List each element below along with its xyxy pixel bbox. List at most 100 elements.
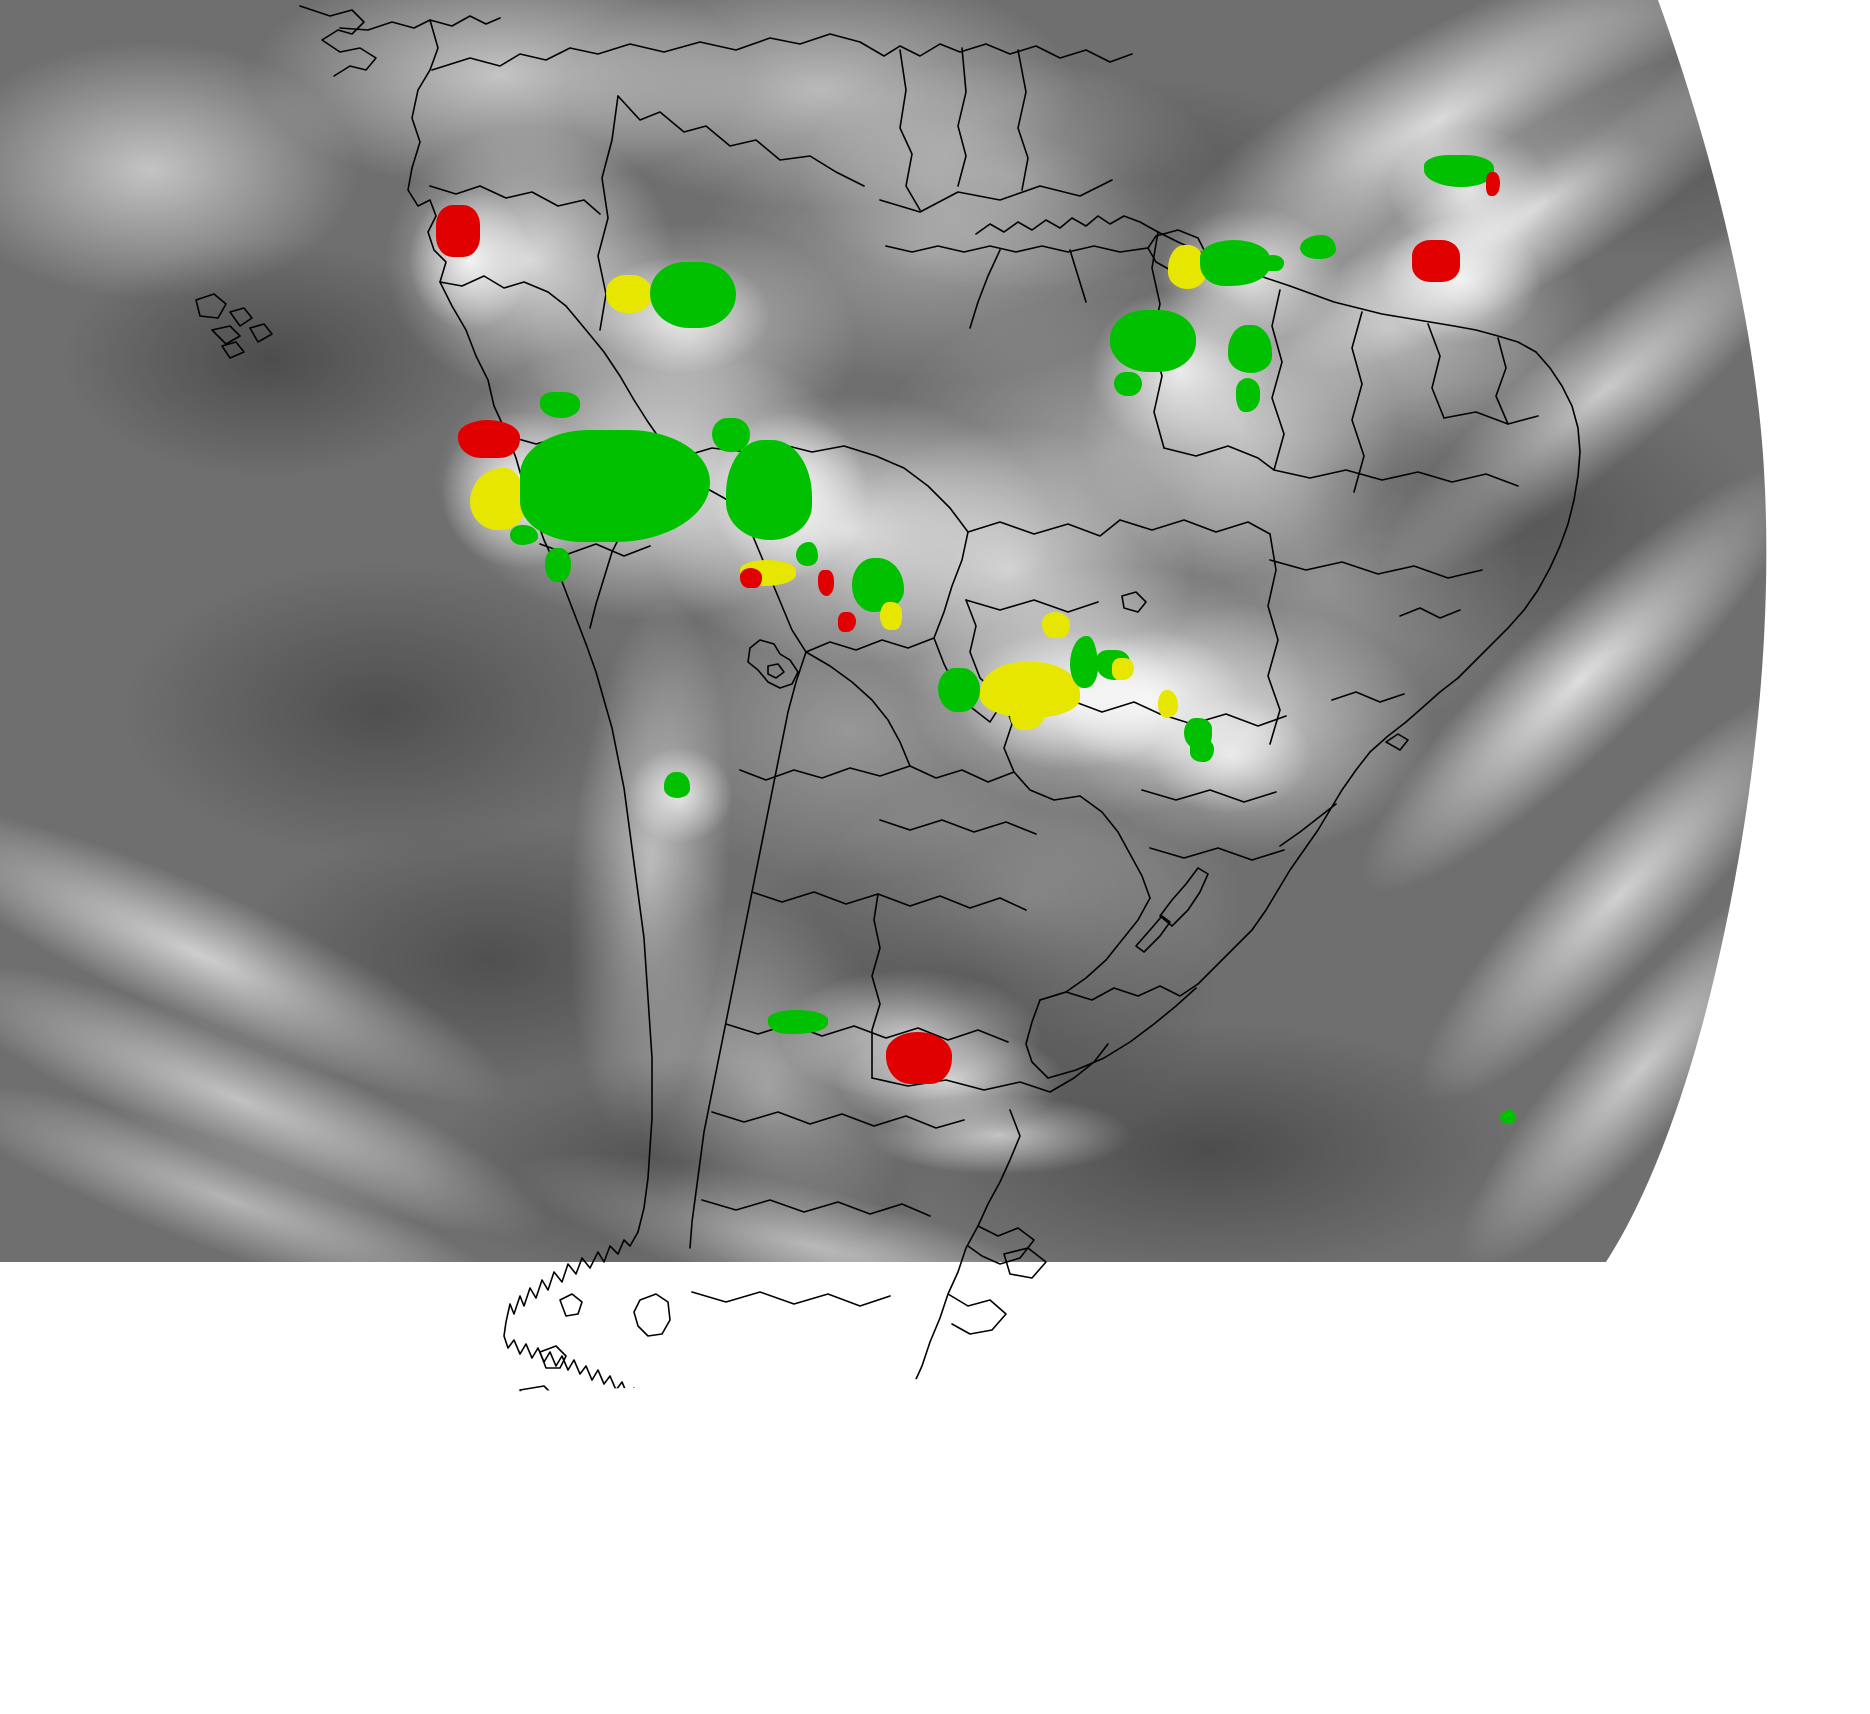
coastline-rio-de-la-plata xyxy=(872,1044,1108,1092)
convective-cell-low xyxy=(664,772,690,798)
lagoa-mirim xyxy=(1136,916,1170,952)
lagoa-dos-patos xyxy=(1160,868,1208,926)
border-suriname xyxy=(958,48,966,186)
convective-cell-low xyxy=(768,1010,828,1034)
clear-patch xyxy=(60,240,480,480)
coastline-caribbean xyxy=(432,34,860,70)
convective-cell-low xyxy=(1114,372,1142,396)
convective-cell-moderate xyxy=(470,468,526,530)
bay-guanabara xyxy=(1386,734,1408,750)
coastline-uruguay xyxy=(1048,988,1196,1078)
island-galapagos-c xyxy=(212,326,240,344)
convective-cell-moderate xyxy=(1010,700,1044,730)
border-bolivia-argentina xyxy=(806,638,934,652)
coastline-brazil-rio xyxy=(1280,804,1336,846)
border-brazil-state-bahia-n xyxy=(1274,470,1518,486)
convective-cell-low xyxy=(520,430,710,542)
convective-cell-low xyxy=(510,525,538,545)
coastline-venezuela-guyana xyxy=(860,42,1132,62)
cloud-blob xyxy=(700,120,1160,380)
border-brazil-argentina xyxy=(1080,796,1150,898)
island-galapagos-e xyxy=(222,342,244,358)
border-brazil-state-goias xyxy=(1120,520,1270,534)
lake-titicaca-inner xyxy=(768,664,784,678)
border-brazil-state-bahia-s xyxy=(1270,560,1482,578)
convective-cell-low xyxy=(938,668,980,712)
clear-patch xyxy=(940,80,1360,280)
island-galapagos-d xyxy=(250,324,272,342)
border-brazil-state-mg xyxy=(1268,534,1280,744)
convective-cell-low xyxy=(540,392,580,418)
convective-cell-low xyxy=(1228,325,1272,373)
border-guianas-brazil xyxy=(880,180,1112,212)
convective-cell-low xyxy=(1262,255,1284,271)
border-brazil-state-parana xyxy=(1142,790,1276,802)
border-argentina-province-c xyxy=(910,766,1014,782)
clear-patch xyxy=(230,820,750,1100)
convective-cell-severe xyxy=(818,570,834,596)
convective-cell-moderate xyxy=(880,602,902,630)
convective-cell-severe xyxy=(838,612,856,632)
convective-cell-low xyxy=(1500,1110,1516,1124)
convective-cell-severe xyxy=(886,1032,952,1084)
convective-cell-low xyxy=(1190,738,1214,762)
border-argentina-uruguay-n xyxy=(1040,898,1150,1000)
convective-cell-severe xyxy=(740,568,762,588)
convective-cell-low xyxy=(650,262,736,328)
border-ecuador-peru xyxy=(440,276,566,306)
border-argentina-province-d xyxy=(752,892,1026,910)
border-colombia-venezuela xyxy=(618,96,864,186)
convective-cell-moderate xyxy=(1158,690,1178,718)
convective-cell-moderate xyxy=(1042,612,1070,638)
border-argentina-province-b xyxy=(740,766,910,780)
fjord-detail-a xyxy=(560,1294,582,1316)
convective-cell-low xyxy=(1424,155,1494,187)
coastline-brazil-nordeste xyxy=(1290,286,1536,352)
border-brazil-state-tocantins xyxy=(1164,446,1274,470)
convective-cell-severe xyxy=(1412,240,1460,282)
border-colombia-panama xyxy=(412,20,438,168)
border-colombia-ecuador xyxy=(430,186,600,214)
amazon-river xyxy=(886,246,1148,252)
convective-cell-moderate xyxy=(1112,658,1134,680)
convective-cell-low xyxy=(545,548,571,582)
border-brazil-state-sp xyxy=(1160,714,1286,726)
border-brazil-state-sc xyxy=(1150,848,1284,860)
coastline-golfo-san-jorge xyxy=(948,1294,1006,1334)
convective-cell-moderate xyxy=(1168,245,1206,289)
coastline-brazil-sudeste xyxy=(1370,628,1508,752)
border-argentina-province-j xyxy=(692,1292,890,1306)
convective-cell-low xyxy=(1110,310,1196,372)
border-argentina-province-e xyxy=(880,820,1036,834)
convective-cell-low xyxy=(1300,235,1336,259)
coastline-ecuador xyxy=(408,168,446,282)
amazon-tributary-b xyxy=(1070,250,1086,302)
convective-cell-low xyxy=(1070,636,1098,688)
clear-patch xyxy=(120,560,640,860)
border-french-guiana xyxy=(1018,50,1028,190)
border-brazil-state-mt xyxy=(968,520,1120,536)
border-brazil-state-mt-s xyxy=(966,600,1098,612)
coastline-brazil-south xyxy=(1198,752,1370,984)
convective-cell-moderate xyxy=(606,275,652,313)
border-bolivia-paraguay xyxy=(934,532,968,638)
coastline-peru xyxy=(440,282,586,644)
clear-patch xyxy=(900,1020,1520,1280)
convective-cell-severe xyxy=(436,205,480,257)
clear-patch xyxy=(420,1060,940,1280)
island-galapagos-a xyxy=(196,294,226,318)
island-galapagos-b xyxy=(230,308,252,326)
border-brazil-state-rj xyxy=(1332,692,1404,702)
lake-titicaca xyxy=(748,640,798,688)
island-chiloe xyxy=(634,1294,670,1336)
border-argentina-province-h xyxy=(712,1112,964,1128)
convective-cell-severe xyxy=(458,420,520,458)
border-argentina-province-i xyxy=(702,1200,930,1216)
border-argentina-province-a xyxy=(806,652,910,766)
border-brazil-df xyxy=(1122,592,1146,612)
coastline-chile xyxy=(586,644,652,1232)
border-brazil-state-ceara xyxy=(1428,324,1444,418)
